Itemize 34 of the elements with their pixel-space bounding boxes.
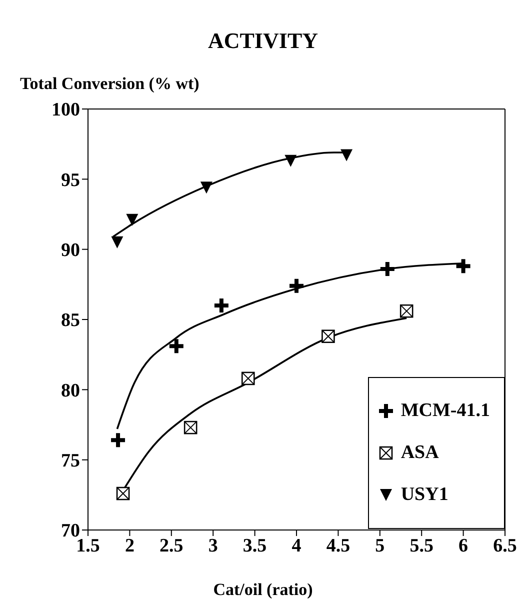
x-axis-title: Cat/oil (ratio) — [212, 580, 314, 600]
x-tick-label: 2.5 — [160, 535, 184, 556]
x-tick-label: 6 — [458, 535, 468, 556]
y-tick-label: 85 — [61, 310, 80, 332]
point — [290, 278, 304, 293]
point — [284, 154, 297, 167]
point — [126, 214, 138, 226]
x-tick-label: 1.5 — [76, 535, 100, 556]
legend-label: USY1 — [400, 484, 448, 506]
y-tick-label: 80 — [61, 380, 80, 402]
x-tick-label: 4.5 — [326, 535, 350, 556]
point — [111, 433, 126, 448]
legend-label: MCM-41.1 — [400, 400, 490, 422]
chart-title: ACTIVITY — [206, 28, 320, 54]
y-tick-label: 95 — [61, 170, 80, 191]
x-tick-label: 3 — [208, 535, 218, 556]
y-tick-label: 100 — [52, 100, 80, 121]
x-tick-label: 5 — [375, 535, 385, 556]
x-tick-label: 5.5 — [410, 535, 434, 556]
point — [340, 149, 353, 162]
y-axis-title: Total Conversion (% wt) — [20, 74, 200, 94]
point — [200, 182, 212, 194]
x-tick-label: 3.5 — [242, 535, 267, 556]
x-tick-label: 4 — [292, 535, 302, 556]
point — [214, 298, 228, 312]
y-tick-label: 90 — [61, 240, 80, 262]
x-tick-label: 2 — [124, 535, 134, 556]
legend-label: ASA — [400, 442, 439, 464]
point — [380, 262, 394, 276]
point — [456, 259, 470, 274]
point — [111, 236, 124, 248]
x-tick-label: 6.5 — [493, 535, 517, 556]
y-tick-label: 75 — [61, 450, 80, 472]
point — [169, 339, 184, 354]
